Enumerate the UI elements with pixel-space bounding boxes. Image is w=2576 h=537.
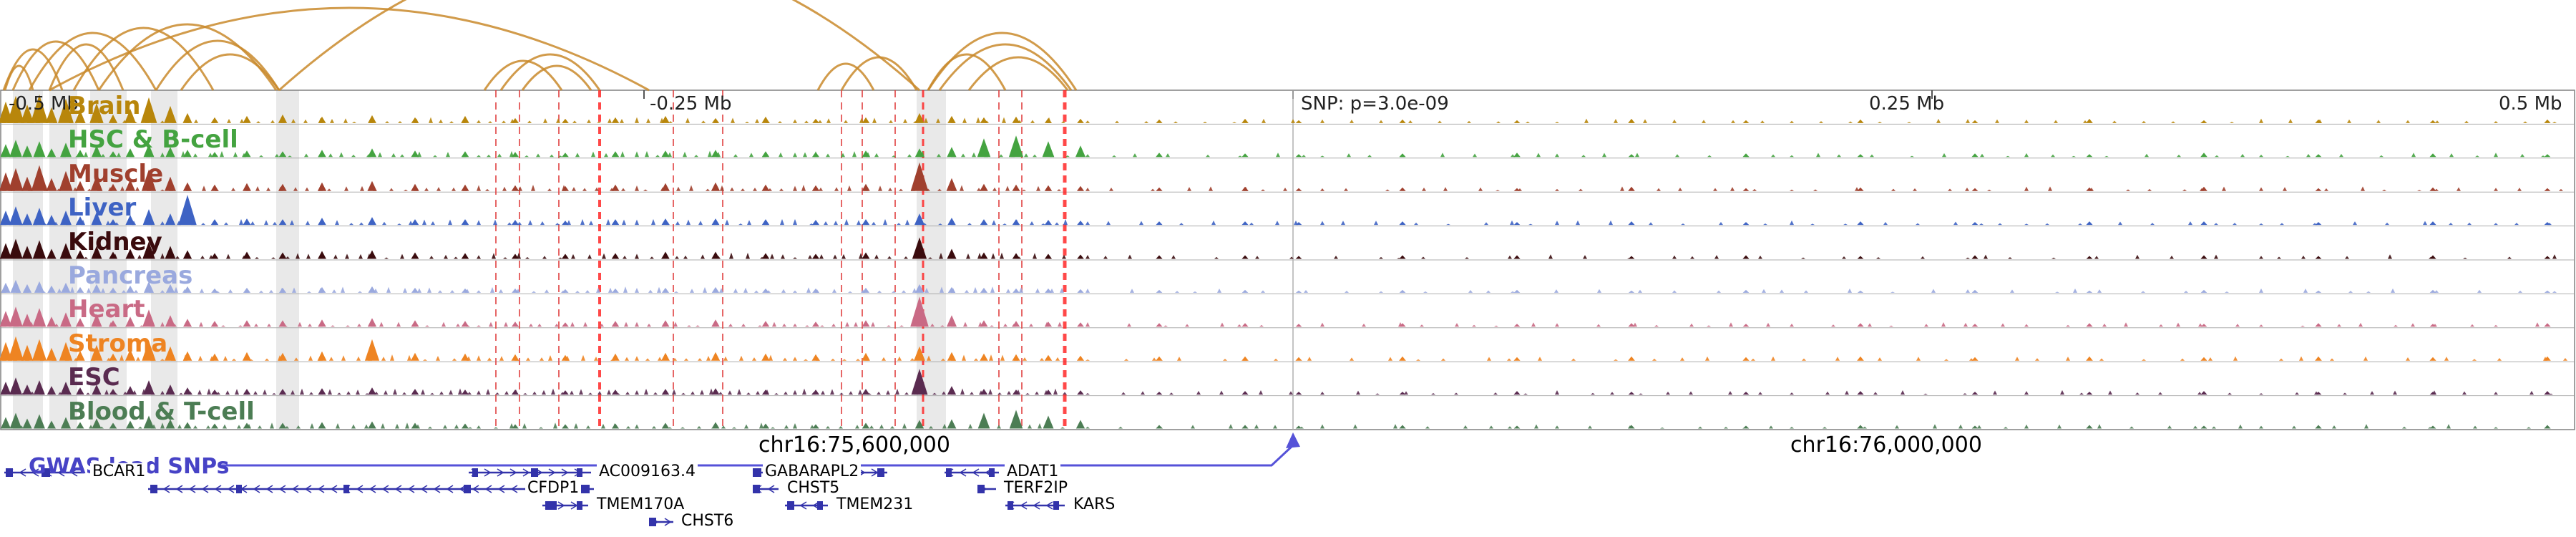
interaction-arc[interactable] <box>4 64 34 91</box>
gene-cfdp1[interactable] <box>148 485 594 493</box>
interaction-arc[interactable] <box>967 56 1069 91</box>
gene-tmem231[interactable] <box>785 501 828 510</box>
signal-track-blood-t-cell[interactable] <box>0 410 2551 429</box>
interaction-arc[interactable] <box>483 59 563 91</box>
gene-terf2ip[interactable] <box>977 485 996 493</box>
signal-track-hsc-b-cell[interactable] <box>0 135 2551 158</box>
gwas-lead-snp-connector[interactable] <box>218 432 1300 467</box>
interaction-arc[interactable] <box>938 43 1073 91</box>
gene-chst6[interactable] <box>649 518 673 526</box>
interaction-arc[interactable] <box>97 23 278 91</box>
gene-tmem170a[interactable] <box>542 501 588 510</box>
signal-track-liver[interactable] <box>0 195 2552 226</box>
interaction-arc[interactable] <box>927 32 1078 91</box>
interaction-arc[interactable] <box>49 6 650 92</box>
interaction-arc[interactable] <box>180 53 280 91</box>
gene-adat1[interactable] <box>945 468 999 477</box>
signal-track-kidney[interactable] <box>0 237 2557 259</box>
gene-bcar1[interactable] <box>4 468 84 477</box>
interaction-arc[interactable] <box>499 53 601 91</box>
interaction-arc[interactable] <box>278 0 920 92</box>
signal-track-muscle[interactable] <box>0 162 2563 191</box>
interaction-arc[interactable] <box>155 39 280 91</box>
interaction-arc[interactable] <box>521 64 592 91</box>
signal-track-esc[interactable] <box>0 369 2553 395</box>
gene-kars[interactable] <box>1005 501 1065 510</box>
gene-ac009163-4[interactable] <box>469 468 591 477</box>
arrow-up-icon <box>1286 432 1300 448</box>
signal-track-stroma[interactable] <box>0 336 2567 361</box>
gene-gabarapl2[interactable] <box>753 468 887 477</box>
signal-track-pancreas[interactable] <box>1 279 2557 293</box>
interaction-arc[interactable] <box>840 56 918 91</box>
interaction-arc[interactable] <box>28 32 157 91</box>
interaction-arc[interactable] <box>11 40 100 91</box>
gene-chst5[interactable] <box>753 485 779 493</box>
signal-track-brain[interactable] <box>0 94 2557 123</box>
signal-track-heart[interactable] <box>0 296 2551 327</box>
interaction-arc[interactable] <box>72 26 215 91</box>
interaction-arc[interactable] <box>816 62 875 91</box>
